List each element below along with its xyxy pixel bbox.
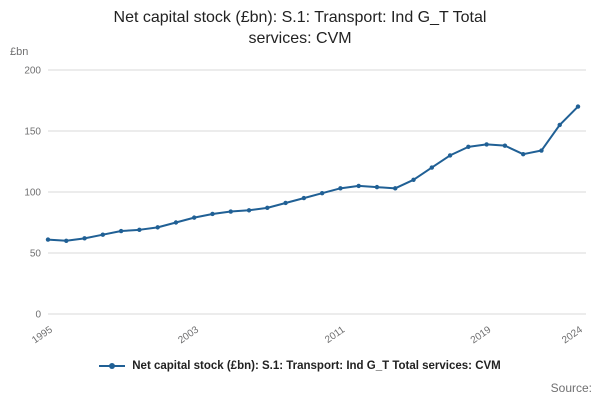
x-tick-label: 2003 [176,324,201,346]
legend-line-marker-icon [99,363,126,369]
data-point [173,220,179,225]
chart-title: Net capital stock (£bn): S.1: Transport:… [113,9,487,47]
data-line [47,105,579,242]
y-axis-unit-label: £bn [10,46,29,58]
data-point [246,208,252,213]
data-point [228,209,233,214]
data-point [319,191,325,196]
data-point [100,232,106,237]
x-tick-label: 2011 [323,324,347,346]
data-point [374,184,380,190]
data-point [192,215,197,220]
x-tick-label: 1995 [30,324,55,346]
data-point [557,122,562,128]
y-tick-label: 150 [24,127,41,138]
line-chart: 0 50 100 150 200 1995 2003 2011 2019 2024 [24,66,586,346]
source-label: Source: [550,381,592,395]
data-point [520,151,526,157]
data-point [301,195,307,201]
data-point [356,183,361,189]
data-point [155,225,160,230]
data-point [45,237,51,242]
data-point [118,228,124,234]
data-point [411,177,416,182]
y-tick-label: 50 [30,249,42,260]
data-point [447,153,453,158]
data-point [137,227,142,233]
data-point [429,165,434,170]
x-tick-label: 2019 [469,324,494,346]
data-point [484,142,489,147]
data-point [575,104,581,109]
data-point [539,148,544,153]
y-tick-label: 0 [35,310,41,321]
data-point [466,144,471,150]
data-point [82,236,87,241]
data-point [283,200,288,206]
y-tick-label: 200 [24,66,41,77]
y-tick-label: 100 [24,188,41,199]
legend: Net capital stock (£bn): S.1: Transport:… [0,360,600,372]
data-point [502,143,508,148]
x-tick-label: 2024 [560,324,585,346]
data-point [265,205,270,211]
data-point [393,186,398,191]
data-point [338,186,343,191]
legend-label: Net capital stock (£bn): S.1: Transport:… [132,360,501,372]
data-point [64,238,69,243]
data-point [210,211,215,217]
